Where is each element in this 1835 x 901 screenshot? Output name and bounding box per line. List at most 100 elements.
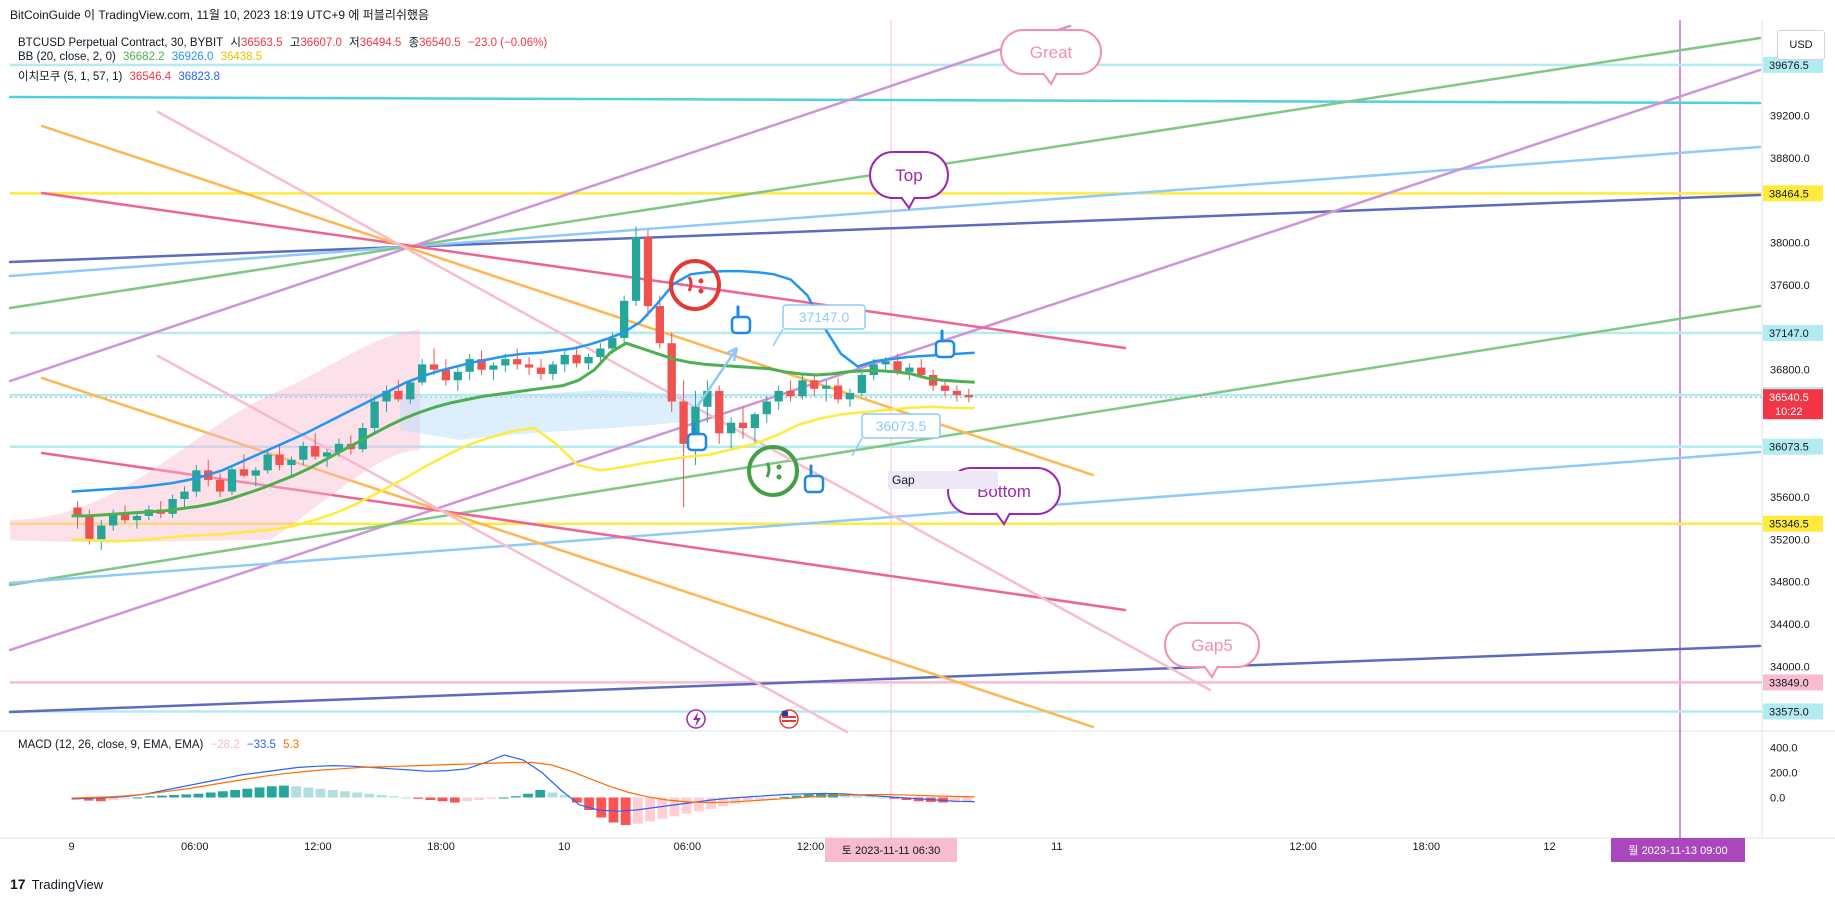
candle [584, 356, 593, 364]
macd-histogram-bar [218, 791, 228, 798]
candle [715, 390, 724, 434]
trend-line [8, 24, 1072, 383]
macd-legend[interactable]: MACD (12, 26, close, 9, EMA, EMA) −28.2 … [18, 739, 303, 751]
macd-histogram-bar [816, 793, 826, 798]
close-label: 종 [408, 37, 420, 49]
ichimoku-cloud [400, 390, 700, 440]
candle [857, 375, 867, 394]
candle [109, 513, 118, 526]
macd-histogram-bar [144, 796, 155, 798]
candle [524, 364, 534, 368]
candle [501, 359, 510, 366]
sad-face-icon-eye [698, 288, 704, 294]
macd-histogram-bar [449, 797, 460, 803]
candle [726, 422, 736, 434]
candle [85, 515, 94, 540]
macd-histogram-bar [559, 795, 570, 798]
candle [643, 237, 653, 307]
macd-signal-line [71, 761, 975, 804]
macd-histogram-bar [83, 797, 94, 801]
price-level-tag-label: 37147.0 [1769, 328, 1809, 340]
symbol-name[interactable]: BTCUSD Perpetual Contract, 30, BYBIT [18, 37, 224, 49]
candle [394, 390, 403, 400]
time-tick-label: 11 [1051, 841, 1062, 853]
time-tick-label: 9 [69, 841, 75, 853]
candle [215, 479, 225, 492]
price-level-tag [1763, 703, 1823, 720]
macd-histogram-bar [633, 797, 643, 824]
candle [798, 380, 807, 397]
time-tick-label: 12:00 [1289, 841, 1317, 853]
macd-histogram-bar [474, 797, 485, 800]
macd-histogram-bar [950, 797, 961, 803]
high-value: 36607.0 [300, 37, 342, 49]
ichimoku-value-2: 36823.8 [178, 71, 220, 83]
macd-histogram-bar [681, 797, 692, 814]
candle [417, 364, 427, 383]
crosshair-date-label: 토 2023-11-11 06:30 [842, 845, 940, 857]
candle [299, 446, 308, 460]
ichimoku-legend[interactable]: 이치모쿠 (5, 1, 57, 1) 36546.4 36823.8 [18, 68, 224, 84]
bb-lower-value: 36438.5 [220, 51, 263, 63]
trend-line [8, 145, 1762, 278]
macd-histogram-bar [706, 797, 716, 809]
macd-histogram-bar [523, 793, 533, 798]
macd-histogram-bar [742, 797, 753, 802]
macd-histogram-bar [730, 797, 741, 804]
candle [477, 359, 486, 370]
candle [667, 343, 676, 402]
sad-face-icon [669, 259, 721, 311]
bb-upper-value: 36926.0 [171, 51, 214, 63]
candle [73, 507, 82, 516]
last-price-tag [1763, 389, 1823, 420]
bb-legend[interactable]: BB (20, close, 2, 0) 36682.2 36926.0 364… [18, 51, 266, 63]
candle [572, 354, 581, 364]
price-level-tag-label: 36073.5 [1769, 442, 1809, 454]
macd-histogram-bar [645, 797, 655, 822]
macd-histogram-bar [571, 797, 582, 803]
macd-hist-value: −28.2 [210, 739, 240, 751]
crosshair-date-label: 월 2023-11-13 09:00 [1628, 844, 1727, 857]
publisher-line: BitCoinGuide 이 TradingView.com, 11월 10, … [10, 8, 429, 22]
macd-histogram-bar [108, 797, 118, 800]
candle [275, 454, 284, 466]
candle [489, 365, 498, 370]
us-flag-canton [782, 711, 788, 716]
candle [382, 390, 391, 402]
candle [429, 364, 439, 370]
bb-label: BB (20, close, 2, 0) [18, 51, 116, 63]
tradingview-brand[interactable]: 17 TradingView [10, 876, 103, 892]
candle [833, 385, 843, 400]
macd-histogram-bar [889, 797, 900, 799]
macd-histogram-bar [327, 790, 338, 798]
macd-histogram-bar [962, 797, 973, 802]
macd-histogram-bar [401, 797, 411, 799]
candle [180, 491, 189, 499]
note-37147-leader [772, 328, 784, 347]
time-tick-label: 12 [1543, 841, 1555, 853]
time-tick-label: 12:00 [304, 841, 332, 853]
candle [703, 390, 712, 407]
macd-histogram-bar [193, 793, 204, 798]
callout-top: Top [869, 151, 949, 210]
price-level-tag [1763, 515, 1823, 532]
price-level-tag [1763, 185, 1823, 202]
note-36073-box [861, 413, 941, 439]
candle [322, 452, 332, 457]
macd-histogram-bar [315, 788, 326, 798]
candle [287, 459, 296, 466]
callout-top-tail [900, 196, 916, 210]
pointing-hand-icon [934, 339, 956, 359]
macd-histogram-bar [486, 797, 497, 799]
candle [631, 237, 641, 301]
candle [97, 525, 106, 540]
happy-face-icon-eye [776, 474, 782, 480]
macd-histogram-bar [120, 797, 131, 799]
candle [917, 367, 926, 375]
happy-face-icon-eye [776, 464, 782, 470]
price-level-tag-label: 33849.0 [1769, 677, 1809, 689]
candle [239, 469, 249, 476]
currency-button[interactable]: USD [1777, 30, 1825, 60]
trend-line [8, 644, 1762, 714]
